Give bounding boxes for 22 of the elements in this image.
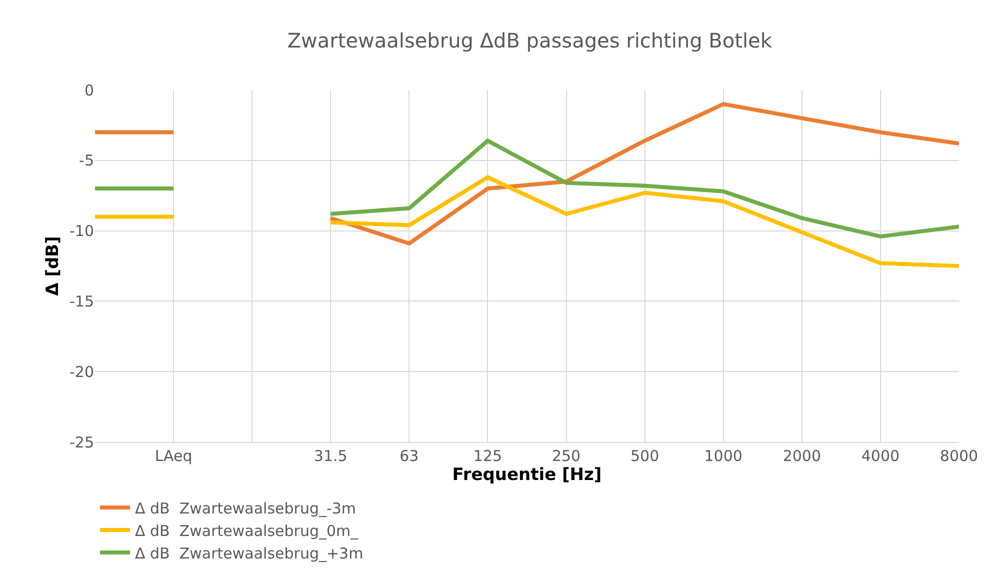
chart-title: Zwartewaalsebrug ΔdB passages richting Botlek bbox=[287, 28, 772, 53]
x-tick-label: LAeq bbox=[154, 447, 192, 465]
y-tick-label: -15 bbox=[70, 292, 94, 310]
x-tick-label: 2000 bbox=[782, 447, 822, 465]
legend-label: Δ dB Zwartewaalsebrug_-3m bbox=[135, 499, 356, 518]
y-axis-title: Δ [dB] bbox=[43, 236, 64, 296]
legend-label: Δ dB Zwartewaalsebrug_0m_ bbox=[135, 522, 359, 540]
x-tick-label: 31.5 bbox=[314, 447, 348, 465]
legend-label: Δ dB Zwartewaalsebrug_+3m bbox=[135, 544, 364, 562]
x-tick-label: 4000 bbox=[861, 447, 900, 465]
y-tick-label: -25 bbox=[70, 433, 94, 452]
x-tick-label: 8000 bbox=[940, 447, 978, 465]
y-tick-label: -5 bbox=[79, 152, 94, 170]
x-tick-label: 1000 bbox=[704, 447, 742, 465]
x-tick-label: 125 bbox=[473, 447, 502, 465]
x-axis-title: Frequentie [Hz] bbox=[452, 465, 602, 485]
y-tick-label: -20 bbox=[70, 362, 94, 381]
x-tick-label: 500 bbox=[630, 447, 660, 465]
x-tick-label: 250 bbox=[552, 447, 581, 465]
x-tick-label: 63 bbox=[400, 447, 419, 465]
y-tick-label: 0 bbox=[84, 81, 94, 100]
y-tick-label: -10 bbox=[70, 222, 94, 240]
